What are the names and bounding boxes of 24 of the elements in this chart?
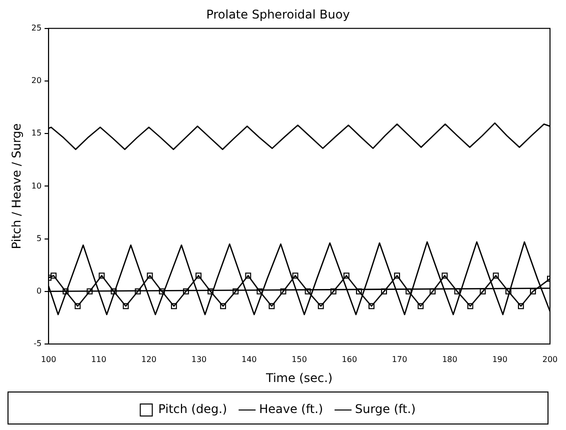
- chart-title: Prolate Spheroidal Buoy: [206, 7, 350, 22]
- x-tick-label: 100: [40, 354, 56, 364]
- x-tick-label: 190: [492, 354, 508, 364]
- x-tick-label: 180: [442, 354, 458, 364]
- y-tick-label: 20: [31, 76, 42, 86]
- x-tick-label: 110: [91, 354, 106, 364]
- x-tick-label: 170: [392, 354, 408, 364]
- x-tick-label: 120: [141, 354, 157, 364]
- legend-label: Pitch (deg.): [158, 402, 228, 416]
- legend-label: Surge (ft.): [355, 402, 416, 416]
- y-tick-label: -5: [34, 339, 42, 348]
- x-tick-label: 160: [342, 354, 358, 364]
- y-tick-label: 5: [36, 234, 42, 243]
- x-tick-label: 200: [542, 354, 558, 364]
- x-axis-title: Time (sec.): [264, 370, 333, 385]
- y-tick-label: 25: [31, 23, 42, 32]
- x-tick-label: 150: [292, 354, 307, 364]
- x-tick-label: 130: [191, 354, 207, 364]
- y-axis-title: Pitch / Heave / Surge: [9, 123, 24, 250]
- y-tick-label: 15: [31, 128, 42, 138]
- y-tick-label: 0: [36, 286, 42, 296]
- y-tick-label: 10: [31, 181, 42, 190]
- x-tick-label: 140: [242, 354, 257, 364]
- legend-label: Heave (ft.): [259, 402, 324, 416]
